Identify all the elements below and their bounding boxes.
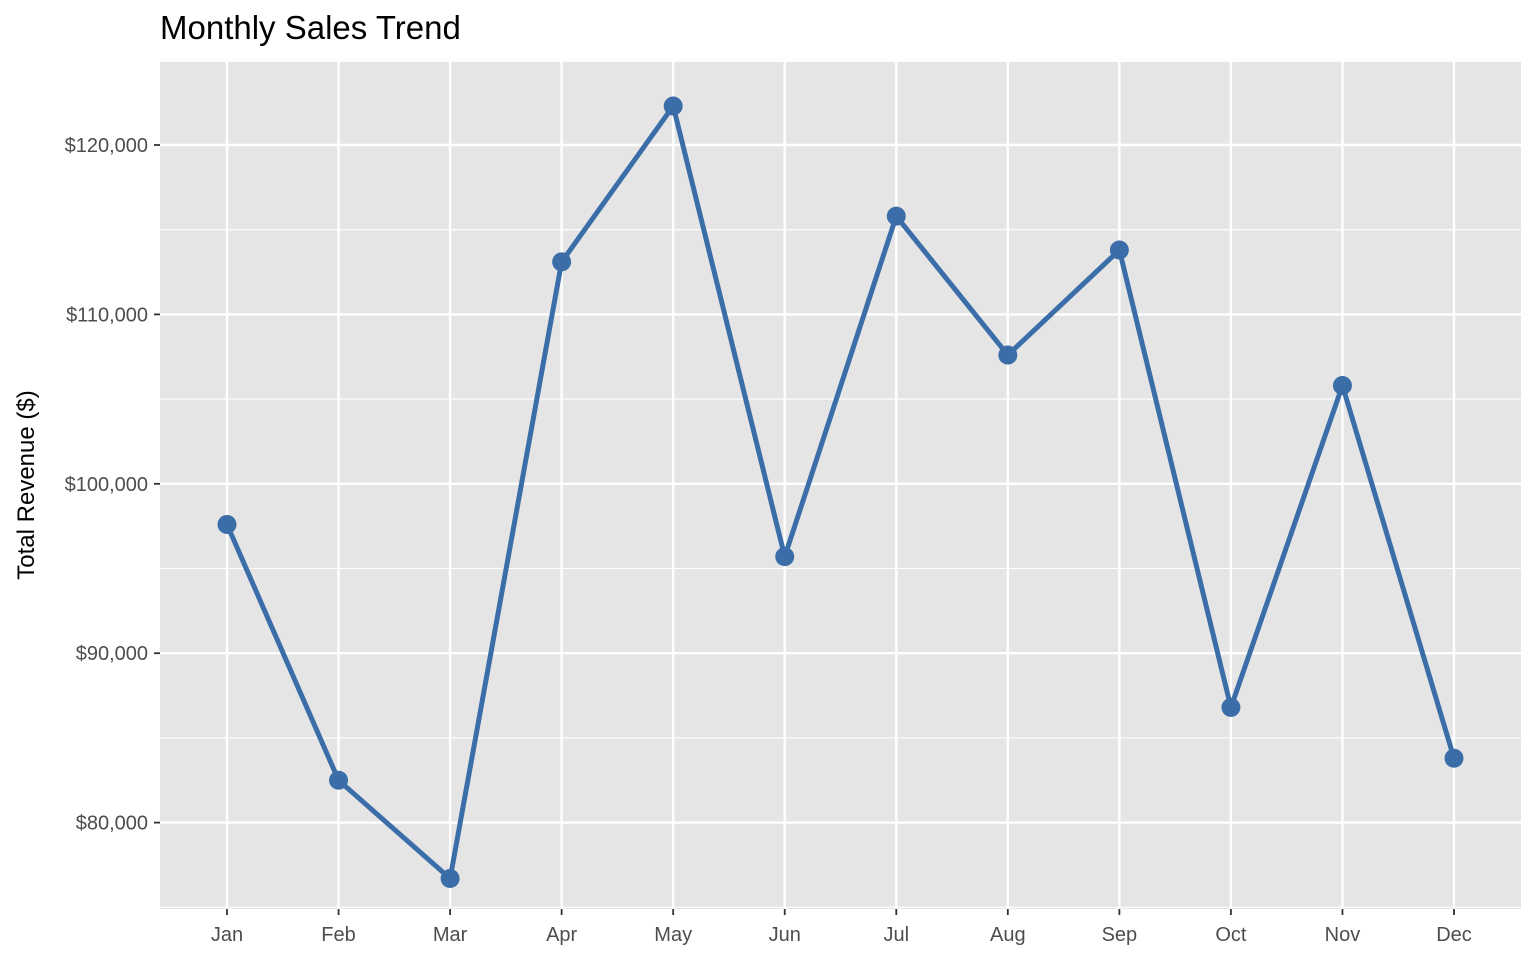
data-point (217, 514, 237, 534)
chart-title: Monthly Sales Trend (160, 9, 461, 46)
y-axis-title: Total Revenue ($) (13, 390, 40, 579)
y-tick-label: $80,000 (76, 813, 148, 835)
data-point (998, 345, 1018, 365)
x-tick-label: Dec (1436, 924, 1472, 946)
data-point (329, 770, 349, 790)
x-tick-label: May (654, 924, 692, 946)
data-point (1332, 376, 1352, 396)
x-tick-label: Aug (990, 924, 1026, 946)
y-axis-tick-labels: $80,000 $90,000 $100,000 $110,000 $120,000 (65, 135, 148, 835)
y-tick-label: $100,000 (65, 474, 148, 496)
data-point (886, 206, 906, 226)
y-tick-label: $90,000 (76, 643, 148, 665)
x-tick-label: Jan (211, 924, 243, 946)
data-point (1109, 240, 1129, 260)
y-tick-label: $110,000 (66, 304, 148, 326)
x-tick-label: Mar (433, 924, 468, 946)
x-tick-label: Nov (1325, 924, 1361, 946)
x-axis-tick-labels: Jan Feb Mar Apr May Jun Jul Aug Sep Oct Nov Dec (211, 924, 1472, 946)
x-tick-label: Feb (321, 924, 355, 946)
axis-ticks (154, 144, 1455, 915)
y-tick-label: $120,000 (65, 135, 148, 157)
series-layer (217, 96, 1464, 889)
data-point (1221, 697, 1241, 717)
series-line (224, 103, 1457, 882)
data-point (775, 547, 795, 567)
x-tick-label: Oct (1215, 924, 1247, 946)
data-point (663, 96, 683, 116)
plot-panel (160, 62, 1521, 909)
data-point (552, 252, 572, 272)
x-tick-label: Sep (1102, 924, 1138, 946)
x-tick-label: Apr (546, 924, 577, 946)
x-tick-label: Jul (883, 924, 909, 946)
x-tick-label: Jun (769, 924, 801, 946)
data-point (1444, 748, 1464, 768)
data-point (440, 869, 460, 889)
